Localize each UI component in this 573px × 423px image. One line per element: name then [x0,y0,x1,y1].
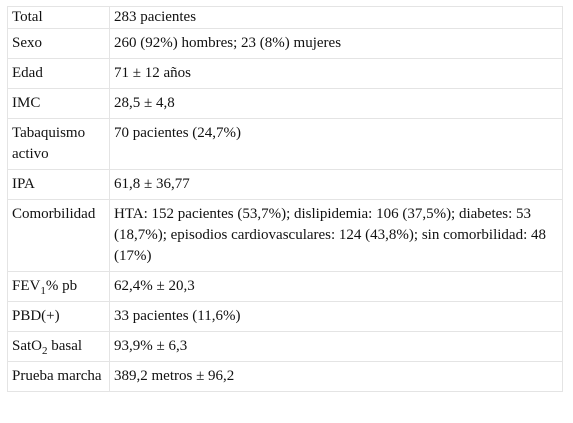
table-row: Sexo 260 (92%) hombres; 23 (8%) mujeres [7,28,563,59]
table-row: FEV1% pb 62,4% ± 20,3 [7,271,563,302]
row-value: 389,2 metros ± 96,2 [109,361,563,392]
table-row: IMC 28,5 ± 4,8 [7,88,563,119]
table-row: PBD(+) 33 pacientes (11,6%) [7,301,563,332]
row-label: Sexo [7,28,110,59]
row-value: 93,9% ± 6,3 [109,331,563,362]
label-subscript: 1 [40,285,46,297]
row-label: Edad [7,58,110,89]
row-label: Comorbilidad [7,199,110,272]
table-row: Prueba marcha 389,2 metros ± 96,2 [7,361,563,392]
label-text: FEV [12,278,41,294]
row-value: 33 pacientes (11,6%) [109,301,563,332]
table-row: IPA 61,8 ± 36,77 [7,169,563,200]
table-row: Edad 71 ± 12 años [7,58,563,89]
row-value: 71 ± 12 años [109,58,563,89]
table-row: Comorbilidad HTA: 152 pacientes (53,7%);… [7,199,563,272]
table-row: Total 283 pacientes [7,6,563,29]
patient-characteristics-table: Total 283 pacientes Sexo 260 (92%) hombr… [7,6,563,392]
row-label: Total [7,6,110,29]
label-text: basal [47,338,83,354]
row-label: IMC [7,88,110,119]
row-label: Tabaquismo activo [7,118,110,170]
row-value: HTA: 152 pacientes (53,7%); dislipidemia… [109,199,563,272]
row-value: 62,4% ± 20,3 [109,271,563,302]
row-label: PBD(+) [7,301,110,332]
row-label: SatO2 basal [7,331,110,362]
table-row: SatO2 basal 93,9% ± 6,3 [7,331,563,362]
row-label: FEV1% pb [7,271,110,302]
row-label: Prueba marcha [7,361,110,392]
label-text: SatO [12,338,42,354]
table-row: Tabaquismo activo 70 pacientes (24,7%) [7,118,563,170]
row-value: 70 pacientes (24,7%) [109,118,563,170]
row-value: 260 (92%) hombres; 23 (8%) mujeres [109,28,563,59]
row-value: 28,5 ± 4,8 [109,88,563,119]
row-label: IPA [7,169,110,200]
row-value: 61,8 ± 36,77 [109,169,563,200]
row-value: 283 pacientes [109,6,563,29]
label-subscript: 2 [42,345,48,357]
label-text: % pb [45,278,78,294]
